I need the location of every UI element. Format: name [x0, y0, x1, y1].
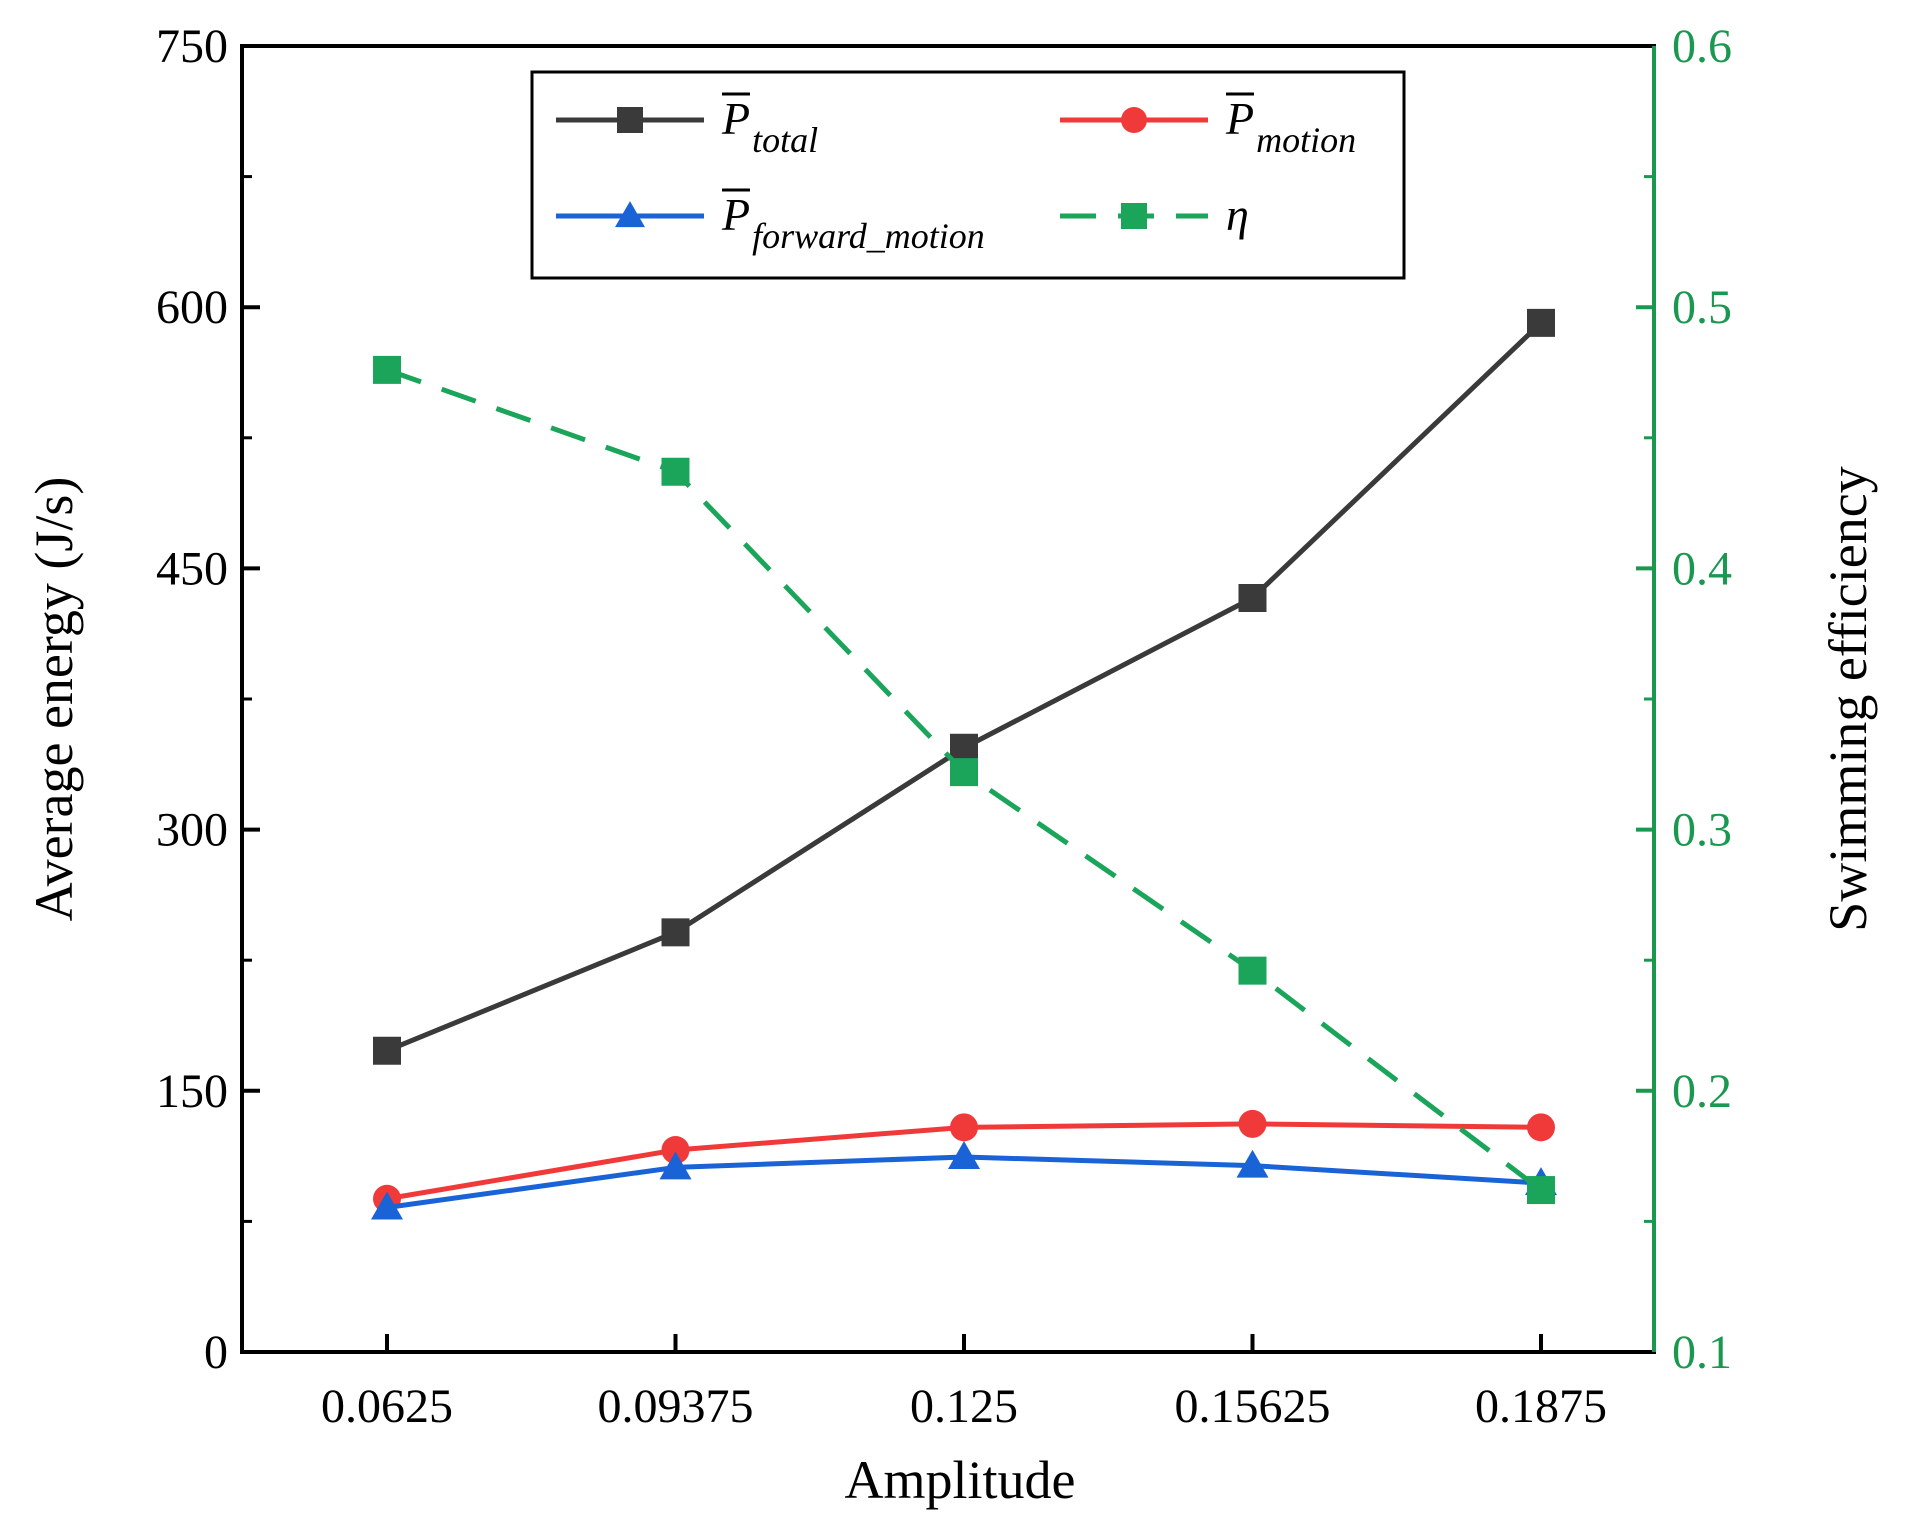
data-point-eta: [1527, 1176, 1555, 1205]
y-right-tick-label: 0.2: [1672, 1065, 1732, 1118]
x-tick-label: 0.0625: [321, 1380, 453, 1433]
series-layer: [371, 308, 1557, 1220]
y-axis-left-title: Average energy (J/s): [24, 477, 84, 922]
legend-box: [530, 70, 1406, 280]
y-right-tick-label: 0.4: [1672, 542, 1732, 595]
x-tick-label: 0.15625: [1175, 1380, 1331, 1433]
legend-label-motion: Pmotion: [1225, 93, 1356, 160]
data-point-eta: [1238, 956, 1267, 985]
y-right-tick-label: 0.1: [1672, 1326, 1732, 1379]
y-left-tick-label: 450: [156, 542, 228, 595]
y-right-tick-label: 0.3: [1672, 804, 1732, 857]
y-left-tick-label: 150: [156, 1065, 228, 1118]
y-left-tick-label: 750: [156, 20, 228, 73]
data-point-motion: [661, 1136, 690, 1165]
data-point-forward_motion: [659, 1151, 692, 1180]
data-point-total: [1238, 584, 1267, 613]
data-point-forward_motion: [1236, 1149, 1269, 1178]
legend-label-total: Ptotal: [721, 93, 818, 160]
x-tick-label: 0.125: [910, 1380, 1018, 1433]
y-left-tick-label: 600: [156, 281, 228, 334]
data-point-forward_motion: [948, 1141, 980, 1169]
y-axis-right-title: Swimming efficiency: [1818, 466, 1878, 931]
x-tick-label: 0.09375: [598, 1380, 754, 1433]
data-point-total: [373, 1036, 401, 1065]
data-point-motion: [1238, 1109, 1267, 1138]
legend-marker-forward_motion: [615, 201, 645, 228]
data-point-eta: [950, 758, 978, 787]
data-point-forward_motion: [371, 1191, 403, 1220]
data-point-total: [661, 918, 690, 947]
y-left-tick-label: 300: [156, 804, 228, 857]
y-left-tick-label: 0: [204, 1326, 228, 1379]
legend: Ptotal Pmotion Pforward_motion η: [530, 70, 1406, 280]
legend-marker-total: [617, 107, 643, 133]
x-axis-title: Amplitude: [845, 1450, 1076, 1510]
data-point-total: [950, 733, 978, 762]
tick-labels: 0 150 300 450 600 750 0.1 0.2 0.3 0.4 0.5 0.6 0.0625…: [156, 20, 1732, 1433]
data-point-eta: [373, 355, 401, 384]
legend-label-forward_motion: Pforward_motion: [721, 189, 985, 256]
legend-label-eta: η: [1226, 189, 1249, 240]
data-point-total: [1527, 308, 1555, 337]
x-tick-label: 0.1875: [1475, 1380, 1607, 1433]
legend-marker-motion: [1121, 107, 1147, 133]
data-point-eta: [661, 457, 690, 486]
data-point-motion: [1527, 1113, 1555, 1142]
y-right-tick-label: 0.5: [1672, 281, 1732, 334]
legend-marker-eta: [1121, 203, 1147, 229]
data-point-motion: [950, 1113, 978, 1142]
y-right-tick-label: 0.6: [1672, 20, 1732, 73]
